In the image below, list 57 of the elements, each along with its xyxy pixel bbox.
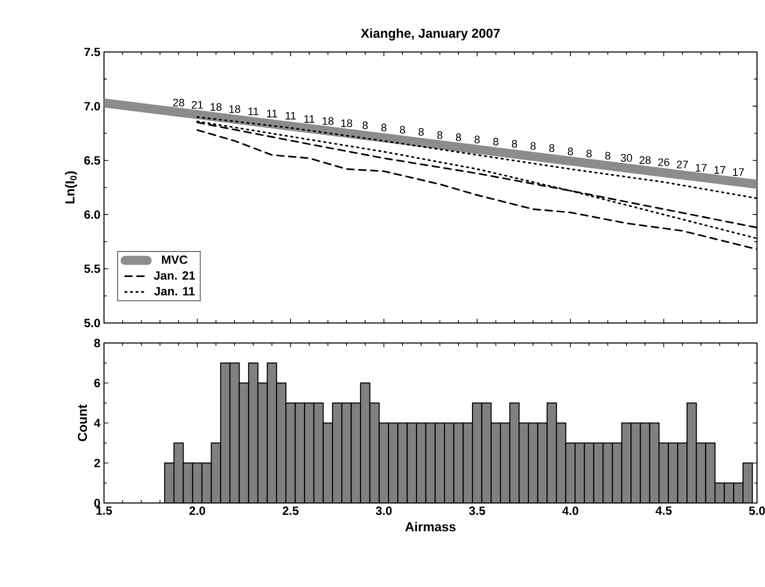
y-tick-label: 2 (94, 458, 100, 468)
annotation: 18 (229, 105, 240, 113)
y-tick-label: 7.0 (84, 102, 100, 110)
annotation: 27 (676, 160, 688, 168)
annotation: 21 (192, 101, 203, 109)
annotation: 8 (512, 140, 518, 148)
y-axis-title: Count (78, 404, 87, 442)
annotation: 17 (733, 168, 744, 176)
y-axis-title: Ln(I$_{0}$) (64, 171, 78, 204)
annotation: 18 (210, 103, 222, 111)
x-tick-label: 2.0 (189, 506, 206, 515)
annotation: 18 (322, 117, 334, 125)
x-tick-label: 4.0 (562, 506, 578, 515)
y-tick-label: 4 (94, 418, 100, 428)
y-tick-label: 8 (94, 338, 100, 348)
annotation: 8 (549, 144, 554, 152)
x-tick-label: 5.0 (749, 506, 765, 515)
y-tick-label: 7.5 (84, 48, 100, 56)
annotation: 8 (568, 148, 573, 156)
annotation: 11 (248, 108, 258, 116)
chart-title: Xianghe, January 2007 (360, 28, 500, 40)
y-tick-label: 6 (94, 378, 100, 388)
annotation: 8 (586, 150, 592, 158)
x-tick-label: 3.5 (469, 506, 486, 515)
legend-label: Jan. 11 (154, 287, 195, 296)
y-tick-label: 6.0 (84, 210, 100, 219)
annotation: 17 (714, 166, 726, 174)
x-tick-label: 2.5 (282, 506, 299, 515)
x-tick-label: 1.5 (96, 506, 112, 515)
annotation: 18 (341, 119, 352, 128)
annotation: 8 (474, 136, 480, 144)
legend-label: MVC (162, 255, 188, 264)
annotation: 17 (696, 164, 707, 172)
x-tick-label: 3.0 (376, 506, 392, 515)
annotation: 30 (620, 154, 632, 162)
x-axis-title: Airmass (405, 522, 456, 532)
y-tick-label: 5.5 (84, 264, 100, 273)
annotation: 8 (418, 128, 424, 136)
legend-label: Jan. 21 (154, 271, 195, 280)
annotation: 8 (437, 131, 442, 140)
annotation: 11 (267, 110, 278, 118)
y-tick-label: 6.5 (84, 156, 100, 165)
annotation: 11 (304, 115, 314, 123)
x-tick-label: 4.5 (656, 506, 672, 515)
annotation: 8 (362, 122, 368, 130)
y-tick-label: 5.0 (84, 318, 100, 328)
annotation: 8 (605, 152, 610, 160)
annotation: 8 (381, 124, 386, 132)
annotation: 8 (400, 126, 406, 134)
y-tick-label: 0 (94, 498, 100, 508)
annotation: 8 (530, 142, 536, 150)
annotation: 11 (286, 112, 296, 120)
annotation: 8 (456, 133, 462, 142)
annotation: 8 (493, 138, 498, 146)
annotation: 28 (173, 98, 184, 106)
annotation: 28 (640, 156, 651, 164)
annotation: 26 (658, 158, 670, 166)
